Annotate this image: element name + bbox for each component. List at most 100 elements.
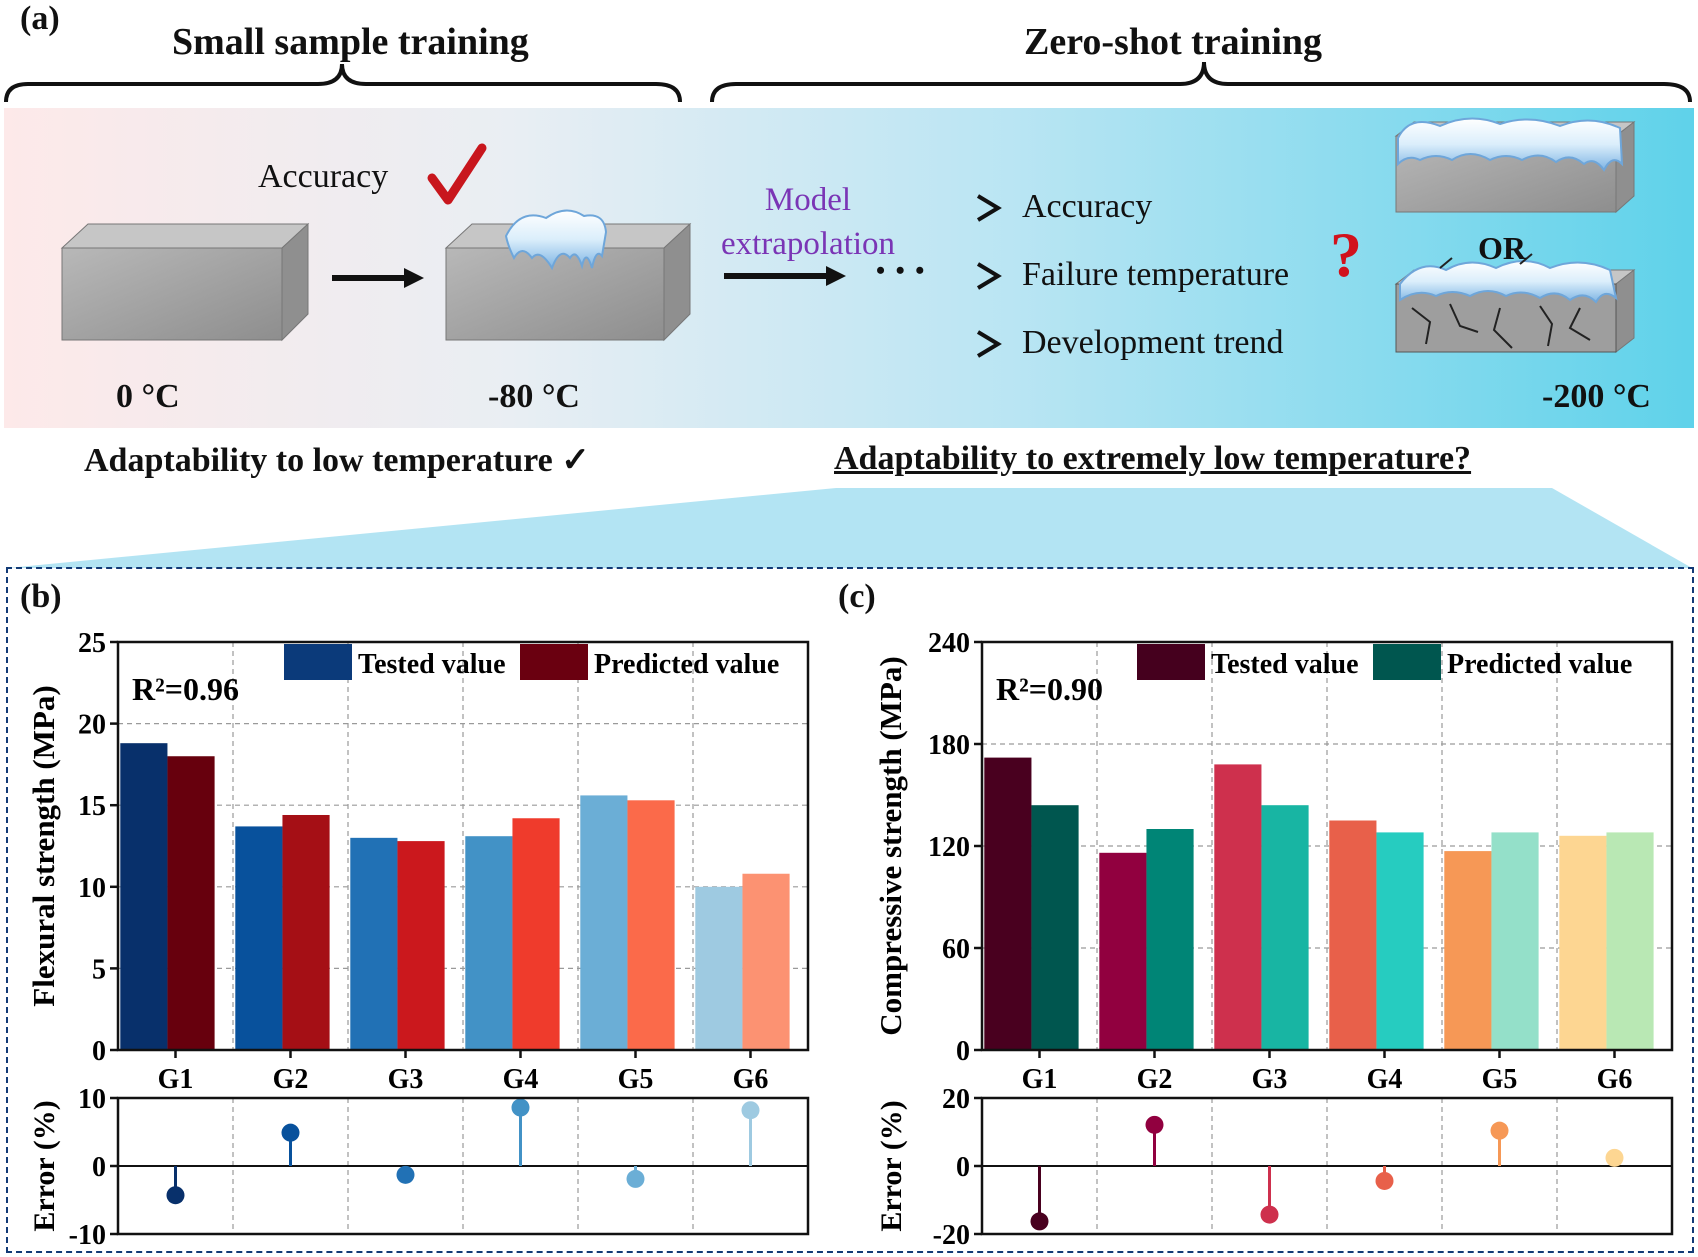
bar-predicted-g5 bbox=[627, 800, 675, 1050]
bar-predicted-g2 bbox=[1146, 829, 1194, 1050]
error-point-g2 bbox=[1145, 1115, 1164, 1134]
adaptability-low: Adaptability to low temperature ✓ bbox=[84, 442, 590, 479]
legend-label-tested: Tested value bbox=[358, 649, 506, 680]
temp-0c: 0 °C bbox=[116, 378, 180, 415]
left-brace bbox=[4, 63, 682, 103]
error-point-g6 bbox=[1605, 1148, 1624, 1167]
error-point-g4 bbox=[511, 1098, 530, 1117]
y-axis-label: Compressive strength (MPa) bbox=[873, 656, 908, 1035]
y-tick-label: 120 bbox=[928, 832, 970, 863]
model-extrapolation-line2: extrapolation bbox=[720, 226, 896, 262]
bar-predicted-g5 bbox=[1491, 832, 1539, 1050]
check-icon bbox=[427, 143, 487, 205]
x-tick-label-g4: G4 bbox=[503, 1064, 539, 1095]
r-squared-label: R²=0.96 bbox=[132, 671, 239, 707]
legend-label-predicted: Predicted value bbox=[1447, 649, 1632, 680]
error-y-tick-label: 0 bbox=[956, 1152, 970, 1183]
bar-tested-g1 bbox=[984, 757, 1032, 1050]
bar-tested-g6 bbox=[1559, 835, 1607, 1050]
y-tick-label: 5 bbox=[92, 954, 106, 985]
x-tick-label-g4: G4 bbox=[1367, 1064, 1403, 1095]
bar-predicted-g4 bbox=[1376, 832, 1424, 1050]
bar-predicted-g3 bbox=[1261, 805, 1309, 1050]
panel-c-label: (c) bbox=[838, 578, 876, 615]
error-point-g4 bbox=[1375, 1171, 1394, 1190]
bullet-arrow-icons bbox=[976, 194, 1002, 358]
bullet-development-trend: Development trend bbox=[1022, 324, 1284, 361]
bullet-failure-temperature: Failure temperature bbox=[1022, 256, 1290, 293]
x-tick-label-g1: G1 bbox=[1022, 1064, 1058, 1095]
y-tick-label: 20 bbox=[78, 710, 106, 741]
x-tick-label-g6: G6 bbox=[733, 1064, 769, 1095]
error-point-g1 bbox=[1030, 1212, 1049, 1231]
bar-predicted-g1 bbox=[1031, 805, 1079, 1050]
charts-frame bbox=[6, 567, 1694, 1253]
error-y-tick-label: -20 bbox=[933, 1220, 970, 1251]
legend-label-tested: Tested value bbox=[1211, 649, 1359, 680]
error-point-g3 bbox=[1260, 1205, 1279, 1224]
error-point-g2 bbox=[281, 1123, 300, 1142]
question-mark-icon: ? bbox=[1330, 219, 1362, 290]
bar-predicted-g4 bbox=[512, 818, 560, 1050]
y-tick-label: 60 bbox=[942, 934, 970, 965]
error-point-g5 bbox=[626, 1169, 645, 1188]
bullet-accuracy: Accuracy bbox=[1022, 188, 1153, 225]
zero-shot-title: Zero-shot training bbox=[1024, 21, 1323, 63]
legend-swatch-predicted bbox=[520, 644, 588, 680]
x-tick-label-g3: G3 bbox=[388, 1064, 424, 1095]
ice-icon bbox=[504, 209, 608, 271]
y-tick-label: 0 bbox=[956, 1036, 970, 1067]
bar-tested-g5 bbox=[580, 795, 628, 1050]
legend-swatch-tested bbox=[284, 644, 352, 680]
ellipsis-dots: • • • bbox=[876, 256, 927, 285]
x-tick-label-g2: G2 bbox=[273, 1064, 309, 1095]
arrow-icon bbox=[332, 268, 424, 288]
bar-tested-g5 bbox=[1444, 851, 1492, 1050]
panel-a-label: (a) bbox=[20, 0, 60, 37]
x-tick-label-g1: G1 bbox=[158, 1064, 194, 1095]
bar-predicted-g6 bbox=[742, 873, 790, 1050]
concrete-block-0c bbox=[60, 222, 310, 342]
bar-tested-g4 bbox=[1329, 820, 1377, 1050]
concrete-block-80c bbox=[444, 209, 692, 342]
model-extrapolation-label: Model extrapolation bbox=[698, 178, 918, 266]
error-point-g3 bbox=[396, 1165, 415, 1184]
flexural-strength-chart: 0 5 10 15 20 25 G1 G2 G3 G4 G5 G6 Flexural strength … bbox=[26, 628, 810, 1251]
legend-label-predicted: Predicted value bbox=[594, 649, 779, 680]
compressive-strength-chart: 0 60 120 180 240 G1 G2 G3 G4 G5 G6 Compressive stre… bbox=[873, 628, 1674, 1251]
iced-block-top bbox=[1394, 117, 1636, 214]
y-axis-label: Flexural strength (MPa) bbox=[26, 685, 61, 1006]
bar-tested-g2 bbox=[235, 826, 283, 1050]
panel-b-label: (b) bbox=[20, 578, 62, 615]
error-y-tick-label: -10 bbox=[69, 1220, 106, 1251]
error-point-g1 bbox=[166, 1186, 185, 1205]
y-tick-label: 180 bbox=[928, 730, 970, 761]
illustration-layer bbox=[60, 117, 1636, 358]
legend-swatch-predicted bbox=[1373, 644, 1441, 680]
bar-tested-g3 bbox=[1214, 764, 1262, 1050]
x-tick-label-g2: G2 bbox=[1137, 1064, 1173, 1095]
temp-minus200c: -200 °C bbox=[1542, 378, 1651, 415]
bar-tested-g6 bbox=[695, 886, 743, 1050]
x-tick-label-g5: G5 bbox=[618, 1064, 654, 1095]
error-y-tick-label: 10 bbox=[78, 1084, 106, 1115]
bar-tested-g3 bbox=[350, 837, 398, 1050]
braces bbox=[4, 61, 1692, 103]
x-tick-label-g6: G6 bbox=[1597, 1064, 1633, 1095]
legend-swatch-tested bbox=[1137, 644, 1205, 680]
bar-tested-g4 bbox=[465, 836, 513, 1050]
bar-tested-g2 bbox=[1099, 852, 1147, 1050]
adaptability-extreme: Adaptability to extremely low temperatur… bbox=[834, 440, 1472, 477]
error-y-tick-label: 20 bbox=[942, 1084, 970, 1115]
error-point-g6 bbox=[741, 1101, 760, 1120]
model-extrapolation-line1: Model bbox=[764, 182, 852, 218]
right-brace bbox=[710, 61, 1692, 103]
temp-minus80c: -80 °C bbox=[488, 378, 580, 415]
y-tick-label: 15 bbox=[78, 791, 106, 822]
error-y-axis-label: Error (%) bbox=[875, 1100, 908, 1231]
error-y-axis-label: Error (%) bbox=[28, 1100, 61, 1231]
bar-predicted-g3 bbox=[397, 841, 445, 1050]
error-y-tick-label: 0 bbox=[92, 1152, 106, 1183]
x-tick-label-g3: G3 bbox=[1252, 1064, 1288, 1095]
y-tick-label: 0 bbox=[92, 1036, 106, 1067]
